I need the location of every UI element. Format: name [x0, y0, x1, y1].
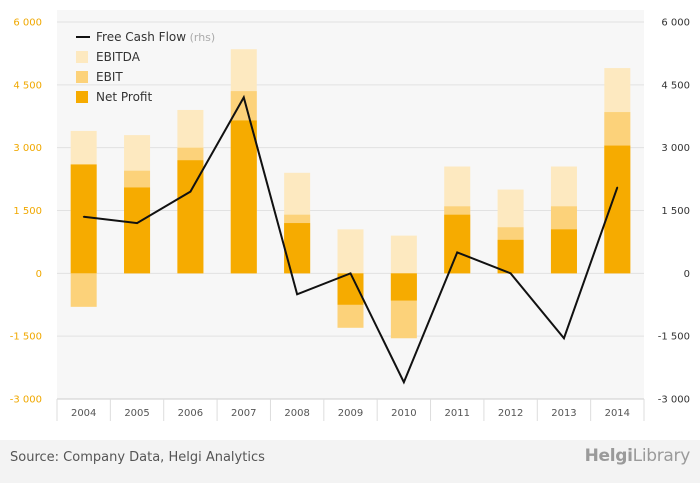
x-tick-label: 2008 — [284, 408, 309, 419]
legend-label-suffix: (rhs) — [186, 31, 215, 44]
bar-ebitda — [390, 235, 417, 274]
y-left-tick-label: 3 000 — [13, 143, 42, 154]
y-left-tick-label: -3 000 — [10, 395, 42, 406]
x-tick-label: 2014 — [605, 408, 630, 419]
y-right-tick-label: 1 500 — [661, 206, 690, 217]
bar-net-profit — [604, 145, 631, 274]
legend-label: EBITDA — [96, 50, 141, 64]
bar-net-profit — [497, 239, 524, 274]
y-right-tick-label: -3 000 — [658, 395, 690, 406]
line-point — [242, 96, 245, 99]
bar-series — [70, 49, 631, 339]
y-right-tick-label: 3 000 — [661, 143, 690, 154]
line-point — [296, 293, 298, 296]
y-left-tick-label: 6 000 — [13, 18, 42, 29]
line-point — [456, 251, 459, 254]
y-right-tick-label: -1 500 — [658, 332, 690, 343]
y-right-tick-label: 0 — [684, 269, 690, 280]
y-right-tick-label: 4 500 — [661, 80, 690, 91]
x-tick-label: 2010 — [391, 408, 416, 419]
bar-net-profit — [444, 214, 471, 274]
legend-label: Net Profit — [96, 90, 152, 104]
x-tick-label: 2004 — [71, 408, 96, 419]
line-series — [82, 94, 619, 385]
bar-net-profit — [284, 223, 311, 274]
legend-swatch — [76, 51, 88, 63]
line-point — [349, 272, 352, 275]
line-point — [189, 190, 192, 193]
y-axis-right: -3 000 -1 500 0 1 500 3 000 4 500 6 000 — [658, 18, 690, 406]
plot-background — [57, 10, 644, 399]
line-point — [509, 272, 512, 275]
x-tick-label: 2005 — [124, 408, 149, 419]
bar-net-profit — [70, 164, 97, 274]
y-left-tick-label: 1 500 — [13, 206, 42, 217]
line-point — [136, 222, 138, 224]
x-tick-label: 2006 — [178, 408, 203, 419]
bar-net-profit — [337, 273, 364, 305]
brand-logo: HelgiLibrary — [584, 446, 691, 466]
x-tick-label: 2012 — [498, 408, 523, 419]
y-axis-left: -3 000 -1 500 0 1 500 3 000 4 500 6 000 — [10, 18, 42, 406]
line-point — [82, 215, 85, 218]
bar-ebitda — [337, 229, 364, 274]
x-tick-label: 2007 — [231, 408, 256, 419]
x-tick-label: 2013 — [551, 408, 576, 419]
y-left-tick-label: 0 — [36, 269, 42, 280]
bar-net-profit — [177, 160, 204, 274]
bar-ebit — [70, 273, 97, 307]
legend: Free Cash Flow (rhs) EBITDA EBIT Net Profit — [76, 30, 215, 104]
legend-swatch — [76, 71, 88, 83]
bar-net-profit — [230, 120, 257, 274]
bar-net-profit — [390, 273, 417, 301]
bar-net-profit — [550, 229, 577, 274]
x-tick-label: 2009 — [338, 408, 363, 419]
brand-suffix: Library — [632, 446, 691, 466]
y-left-tick-label: -1 500 — [10, 332, 42, 343]
bar-net-profit — [124, 187, 151, 274]
line-point — [403, 381, 405, 384]
x-axis: 2004 2005 2006 2007 2008 2009 2010 2011 2012 2013… — [56, 398, 645, 421]
source-note: Source: Company Data, Helgi Analytics — [10, 450, 265, 465]
footer-bar — [0, 440, 700, 483]
x-tick-label: 2011 — [445, 408, 470, 419]
legend-label: Free Cash Flow (rhs) — [96, 30, 215, 44]
y-right-tick-label: 6 000 — [661, 18, 690, 29]
legend-swatch — [76, 91, 88, 103]
line-point — [616, 186, 619, 189]
chart: -3 000 -1 500 0 1 500 3 000 4 500 6 000 -3 000… — [9, 10, 690, 421]
line-point — [563, 337, 565, 340]
legend-label: EBIT — [96, 70, 123, 84]
y-left-tick-label: 4 500 — [13, 80, 42, 91]
brand-prefix: Helgi — [584, 446, 633, 466]
